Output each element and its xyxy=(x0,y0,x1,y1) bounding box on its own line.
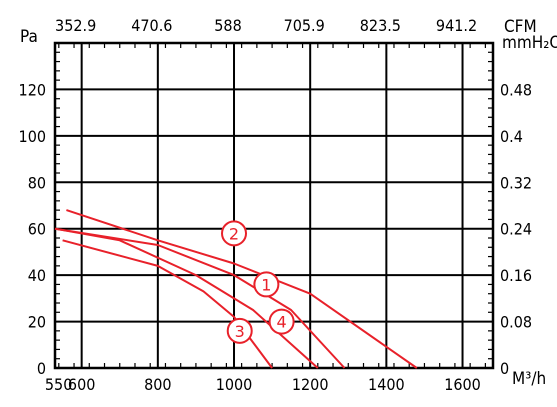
plot-frame xyxy=(53,41,495,370)
y-left-tick-label: 120 xyxy=(19,80,46,99)
y-axis-right-label: mmH₂O xyxy=(502,33,557,53)
x-top-tick-label: 823.5 xyxy=(360,16,401,35)
grid xyxy=(53,41,495,370)
y-axis-right-ticks: 0 0.08 0.16 0.24 0.32 0.4 0.48 xyxy=(500,80,532,378)
y-right-tick-label: 0.16 xyxy=(500,266,532,285)
y-right-tick-label: 0.4 xyxy=(500,127,523,146)
x-axis-bottom-label: M³/h xyxy=(512,369,546,389)
x-bottom-tick-label: 550 xyxy=(45,375,72,394)
y-right-tick-label: 0 xyxy=(500,359,509,378)
x-top-tick-label: 705.9 xyxy=(284,16,325,35)
y-right-tick-label: 0.48 xyxy=(500,80,532,99)
y-right-tick-label: 0.08 xyxy=(500,313,532,332)
badge-circle xyxy=(221,220,248,247)
curve-badge-3: 3 xyxy=(226,317,253,344)
y-right-tick-label: 0.32 xyxy=(500,173,532,192)
badge-circle xyxy=(253,271,280,298)
curve-badge-1: 1 xyxy=(253,271,280,298)
x-bottom-tick-label: 800 xyxy=(144,375,171,394)
y-left-tick-label: 100 xyxy=(19,127,46,146)
series-line-3 xyxy=(62,239,273,369)
y-left-tick-label: 80 xyxy=(28,173,46,192)
x-top-tick-label: 352.9 xyxy=(55,16,96,35)
series-line-1 xyxy=(54,227,346,369)
series-line-2 xyxy=(66,209,418,369)
x-top-tick-label: 470.6 xyxy=(131,16,172,35)
x-top-tick-label: 588 xyxy=(214,16,241,35)
curve-badge-2: 2 xyxy=(221,220,248,247)
badge-label: 1 xyxy=(261,275,271,294)
badge-label: 4 xyxy=(277,313,287,332)
y-left-tick-label: 20 xyxy=(28,313,46,332)
y-left-tick-label: 60 xyxy=(28,220,46,239)
x-bottom-tick-label: 600 xyxy=(68,375,95,394)
x-bottom-tick-label: 1400 xyxy=(368,375,405,394)
x-top-tick-label: 941.2 xyxy=(436,16,477,35)
curve-badge-4: 4 xyxy=(268,308,295,335)
badge-label: 2 xyxy=(229,224,239,243)
x-bottom-tick-label: 1000 xyxy=(216,375,253,394)
x-bottom-tick-label: 1600 xyxy=(444,375,481,394)
y-axis-left-label: Pa xyxy=(20,27,38,47)
y-left-tick-label: 40 xyxy=(28,266,46,285)
y-left-tick-label: 0 xyxy=(37,359,46,378)
y-axis-left-ticks: 0 20 40 60 80 100 120 xyxy=(19,80,46,378)
badge-circle xyxy=(268,308,295,335)
x-axis-top-ticks: 352.9 470.6 588 705.9 823.5 941.2 xyxy=(55,16,477,35)
badge-circle xyxy=(226,317,253,344)
x-bottom-tick-label: 1200 xyxy=(292,375,329,394)
x-axis-top-label: CFM xyxy=(504,17,537,37)
curve-badges: 1 2 3 4 xyxy=(221,220,295,344)
badge-label: 3 xyxy=(235,322,245,341)
y-right-tick-label: 0.24 xyxy=(500,220,532,239)
